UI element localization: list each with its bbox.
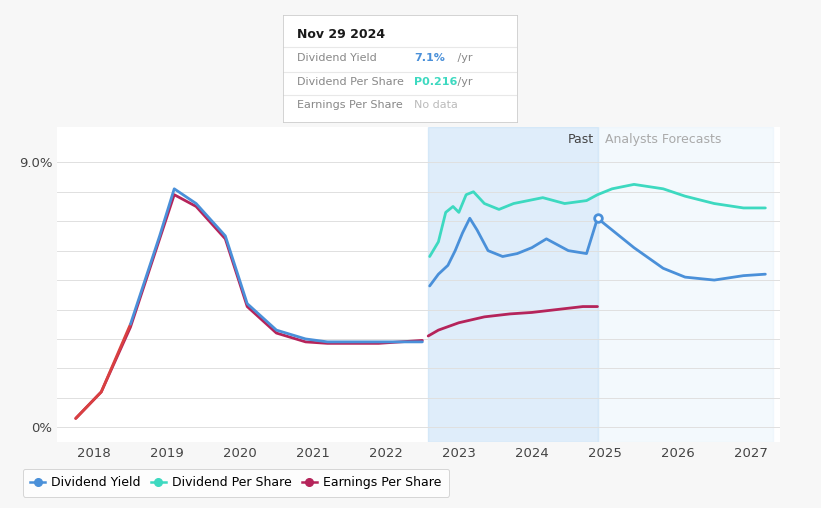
Bar xyxy=(429,127,598,442)
Text: Past: Past xyxy=(568,133,594,146)
Text: Dividend Per Share: Dividend Per Share xyxy=(297,77,404,87)
Bar xyxy=(598,127,773,442)
Text: Earnings Per Share: Earnings Per Share xyxy=(297,101,403,110)
Text: No data: No data xyxy=(415,101,458,110)
Text: 7.1%: 7.1% xyxy=(415,53,445,64)
Text: /yr: /yr xyxy=(454,53,473,64)
Text: Dividend Yield: Dividend Yield xyxy=(297,53,377,64)
Text: Analysts Forecasts: Analysts Forecasts xyxy=(605,133,721,146)
Text: P0.216: P0.216 xyxy=(415,77,457,87)
Legend: Dividend Yield, Dividend Per Share, Earnings Per Share: Dividend Yield, Dividend Per Share, Earn… xyxy=(23,469,449,497)
Text: Nov 29 2024: Nov 29 2024 xyxy=(297,28,385,41)
Text: /yr: /yr xyxy=(454,77,473,87)
